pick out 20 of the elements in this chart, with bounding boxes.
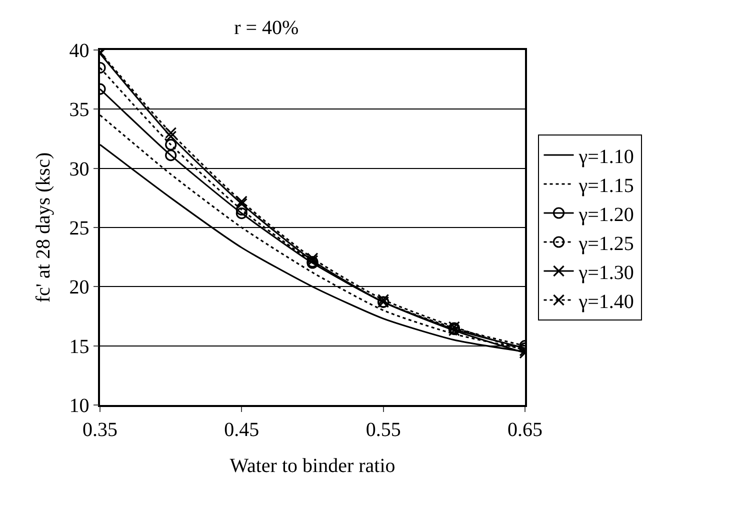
y-tick-label: 35 (69, 99, 90, 122)
legend-label: γ=1.10 (578, 146, 634, 168)
y-tick-label: 15 (69, 336, 90, 358)
y-tick-label: 40 (69, 40, 90, 62)
legend-label: γ=1.40 (578, 290, 634, 313)
y-tick-label: 30 (69, 158, 90, 180)
x-tick-label: 0.55 (366, 418, 401, 441)
y-tick-label: 10 (69, 395, 90, 417)
chart-title: r = 40% (234, 17, 299, 40)
legend-label: γ=1.30 (578, 262, 634, 284)
legend-label: γ=1.25 (578, 232, 634, 255)
y-axis-title: fc' at 28 days (ksc) (32, 152, 54, 303)
legend-label: γ=1.20 (578, 204, 634, 226)
x-tick-label: 0.45 (224, 418, 260, 441)
y-tick-label: 20 (69, 276, 90, 299)
x-tick-label: 0.65 (508, 418, 542, 441)
x-axis-title: Water to binder ratio (230, 454, 396, 477)
x-tick-label: 0.35 (82, 418, 118, 441)
y-tick-label: 25 (69, 218, 90, 240)
legend-label: γ=1.15 (578, 174, 634, 197)
